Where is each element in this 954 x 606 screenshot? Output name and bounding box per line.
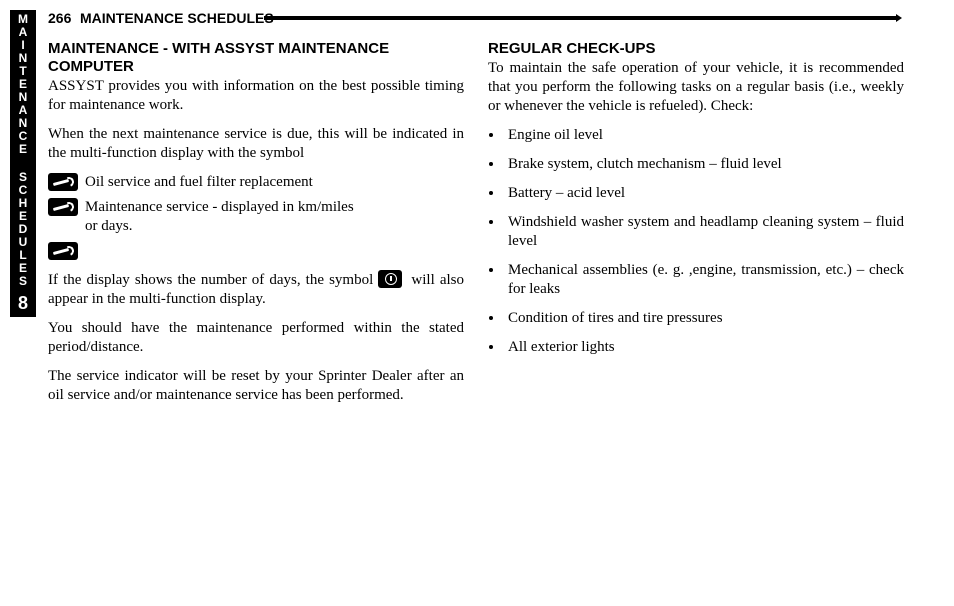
body-text: The service indicator will be reset by y… — [48, 367, 464, 405]
side-tab: MAINTENANCE SCHEDULES 8 — [10, 10, 36, 317]
symbol-row: Oil service and fuel filter replacement — [48, 173, 464, 192]
symbol-caption-line: Maintenance service - displayed in km/mi… — [85, 199, 354, 215]
checklist-item: Engine oil level — [504, 126, 904, 145]
checklist-item: Condition of tires and tire pressures — [504, 309, 904, 328]
side-tab-word1: MAINTENANCE — [10, 10, 36, 160]
checklist-item: Brake system, clutch mechanism – fluid l… — [504, 155, 904, 174]
wrench-icon — [48, 173, 78, 191]
side-tab-chapter: 8 — [10, 292, 36, 317]
symbol-caption-line: or days. — [85, 218, 133, 234]
symbol-caption: Maintenance service - displayed in km/mi… — [85, 198, 464, 236]
section-heading: REGULAR CHECK-UPS — [488, 40, 904, 58]
page: MAINTENANCE SCHEDULES 8 266 MAINTENANCE … — [0, 0, 954, 606]
body-text: To maintain the safe operation of your v… — [488, 59, 904, 116]
symbol-caption: Oil service and fuel filter replacement — [85, 173, 464, 192]
checklist: Engine oil level Brake system, clutch mec… — [488, 126, 904, 357]
symbol-row — [48, 242, 464, 260]
checklist-item: Battery – acid level — [504, 184, 904, 203]
body-text: If the display shows the number of days,… — [48, 270, 464, 309]
wrench-icon — [48, 198, 78, 216]
body-text-part: If the display shows the number of days,… — [48, 272, 378, 288]
body-text: ASSYST provides you with information on … — [48, 77, 464, 115]
wrench-icon — [48, 242, 78, 260]
page-number: 266 — [48, 10, 71, 26]
symbol-row: Maintenance service - displayed in km/mi… — [48, 198, 464, 236]
header-rule — [264, 16, 896, 20]
body-text: You should have the maintenance performe… — [48, 319, 464, 357]
section-heading: MAINTENANCE - WITH ASSYST MAINTENANCE CO… — [48, 40, 464, 76]
body-text: When the next maintenance service is due… — [48, 125, 464, 163]
header-title: MAINTENANCE SCHEDULES — [80, 10, 274, 26]
side-tab-word2: SCHEDULES — [10, 168, 36, 292]
checklist-item: Mechanical assemblies (e. g. ,engine, tr… — [504, 261, 904, 299]
right-column: REGULAR CHECK-UPS To maintain the safe o… — [488, 40, 904, 367]
checklist-item: Windshield washer system and headlamp cl… — [504, 213, 904, 251]
clock-icon — [378, 270, 402, 288]
checklist-item: All exterior lights — [504, 338, 904, 357]
left-column: MAINTENANCE - WITH ASSYST MAINTENANCE CO… — [48, 40, 464, 415]
